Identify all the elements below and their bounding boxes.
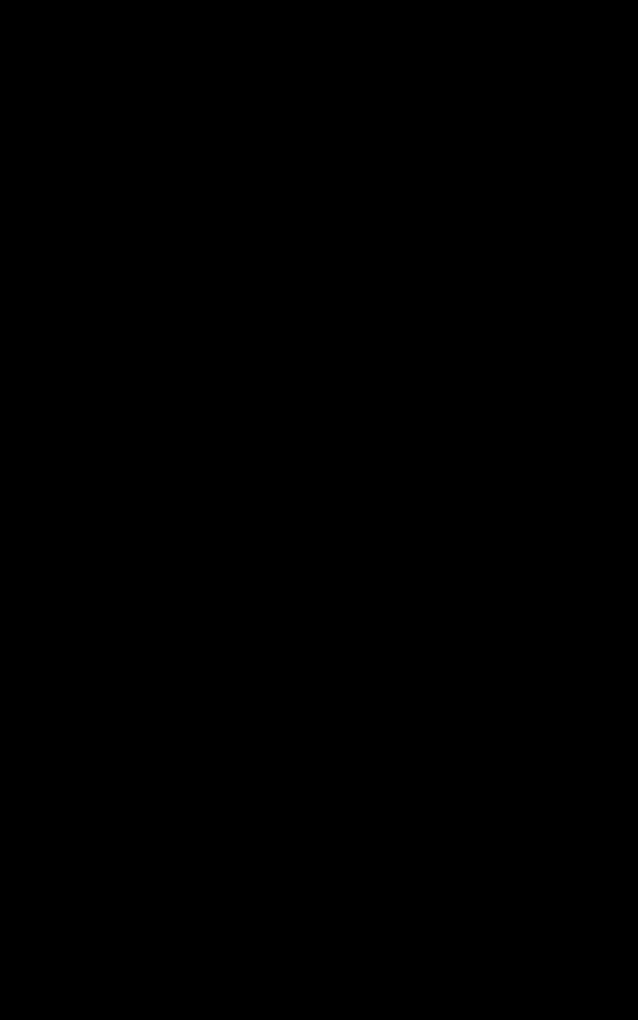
drive-vs-time-chart: [0, 0, 300, 150]
